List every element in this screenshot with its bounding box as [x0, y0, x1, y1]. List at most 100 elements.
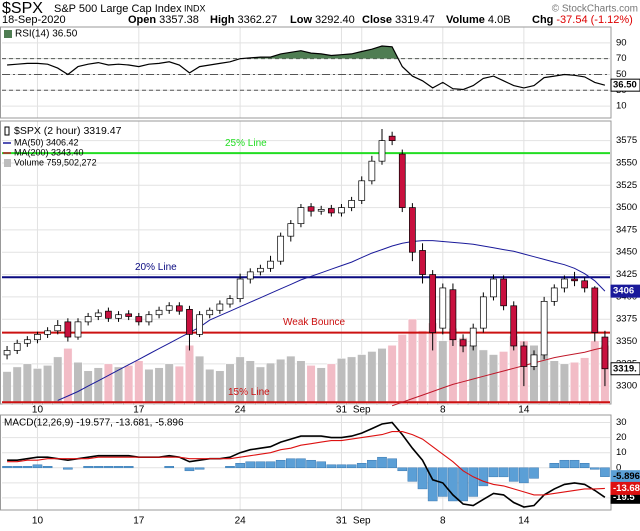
volume-bar: [580, 357, 590, 405]
y-tick-label: 3350: [616, 336, 637, 347]
candle-body: [429, 274, 437, 333]
histogram-bar: [42, 466, 53, 469]
end-label-box: [610, 78, 640, 92]
y-tick-label: 3550: [616, 157, 637, 168]
volume-bar: [357, 354, 367, 405]
volume-bar: [225, 363, 235, 405]
y-tick-label: 20: [616, 432, 627, 443]
histogram-bar: [93, 466, 104, 469]
y-tick-label: 3450: [616, 247, 637, 258]
histogram-bar: [164, 466, 175, 469]
y-tick-label: 3525: [616, 180, 637, 191]
volume-bar: [164, 363, 174, 405]
histogram-bar: [559, 459, 570, 469]
quote-value: 3292.40: [315, 14, 355, 26]
volume-bar: [488, 354, 498, 405]
rsi-fill: [240, 46, 399, 59]
histogram-bar: [498, 467, 509, 478]
legend-label: MA(50) 3406.42: [14, 137, 79, 147]
volume-bar: [195, 355, 205, 405]
volume-bar: [103, 363, 113, 405]
quote-value: 3362.27: [237, 14, 277, 26]
volume-bar: [296, 360, 306, 405]
histogram-bar: [569, 459, 580, 469]
annotation-label: 15% Line: [228, 387, 270, 398]
histogram-bar: [285, 458, 296, 469]
y-tick-label: 30: [616, 417, 627, 428]
y-tick-label: 3375: [616, 314, 637, 325]
histogram-bar: [529, 467, 539, 479]
candle-body: [348, 200, 355, 208]
y-tick-label: 50: [616, 69, 627, 80]
histogram-bar: [589, 467, 600, 470]
y-tick-label: 0: [616, 462, 621, 473]
end-label: -13.68: [613, 483, 640, 494]
panel-legend: $SPX (2 hour) 3319.47: [14, 125, 122, 137]
candle-body: [459, 339, 467, 347]
candle-body: [257, 267, 264, 273]
y-tick-label: 3425: [616, 269, 637, 280]
x-tick-label: 31: [336, 405, 348, 416]
histogram-bar: [103, 466, 114, 469]
candle-body: [155, 309, 163, 316]
volume-bar: [316, 367, 326, 405]
candle-body: [175, 305, 183, 312]
end-label: 36.50: [613, 80, 637, 91]
volume-bar: [184, 345, 194, 405]
candle-body: [581, 280, 589, 289]
histogram-bar: [2, 466, 12, 469]
candle-body: [246, 271, 254, 280]
candle-body: [469, 327, 477, 347]
x-tick-label: 10: [32, 516, 44, 527]
candle-body: [368, 160, 376, 182]
volume-bar: [397, 334, 407, 405]
panel-frame: [0, 26, 612, 119]
volume-bar: [215, 370, 225, 405]
histogram-bar: [225, 466, 235, 469]
candle-body: [388, 135, 396, 141]
candle-body: [500, 278, 507, 307]
histogram-bar: [407, 467, 418, 482]
quote-value: 4.0B: [488, 14, 511, 26]
x-tick-label: 8: [440, 516, 446, 527]
x-tick-label: Sep: [353, 405, 371, 416]
end-label-box: [610, 362, 640, 376]
volume-bar: [549, 360, 559, 405]
volume-bar: [559, 363, 569, 405]
y-tick-label: 10: [616, 101, 627, 112]
candle-body: [226, 298, 234, 305]
candle-body: [287, 223, 295, 237]
histogram-bar: [265, 461, 276, 469]
histogram-bar: [255, 461, 266, 469]
histogram-bar: [377, 456, 387, 469]
candle-body: [378, 140, 386, 162]
end-label-box: [610, 481, 640, 495]
end-label: 3319.: [613, 363, 637, 374]
candle-body: [327, 208, 335, 214]
volume-bar: [407, 318, 417, 405]
volume-bar: [539, 354, 549, 405]
histogram-bar: [184, 467, 195, 472]
legend-swatch: [4, 159, 11, 167]
x-tick-label: 24: [235, 516, 247, 527]
candle-body: [186, 309, 193, 335]
histogram-bar: [194, 467, 205, 470]
volume-bar: [73, 362, 83, 405]
histogram-bar: [356, 463, 367, 469]
histogram-bar: [600, 467, 610, 477]
candle-body: [561, 278, 568, 289]
x-tick-label: 31: [336, 516, 348, 527]
candle-body: [267, 260, 274, 269]
candle-body: [338, 207, 345, 214]
histogram-bar: [488, 467, 499, 478]
candle-body: [490, 278, 497, 298]
y-tick-label: 3300: [616, 381, 637, 392]
macd-line: [7, 421, 606, 508]
histogram-bar: [387, 458, 397, 469]
x-tick-label: 14: [518, 516, 530, 527]
candle-body: [236, 278, 244, 300]
security-name: S&P 500 Large Cap Index: [54, 3, 182, 15]
candle-body: [571, 278, 578, 282]
